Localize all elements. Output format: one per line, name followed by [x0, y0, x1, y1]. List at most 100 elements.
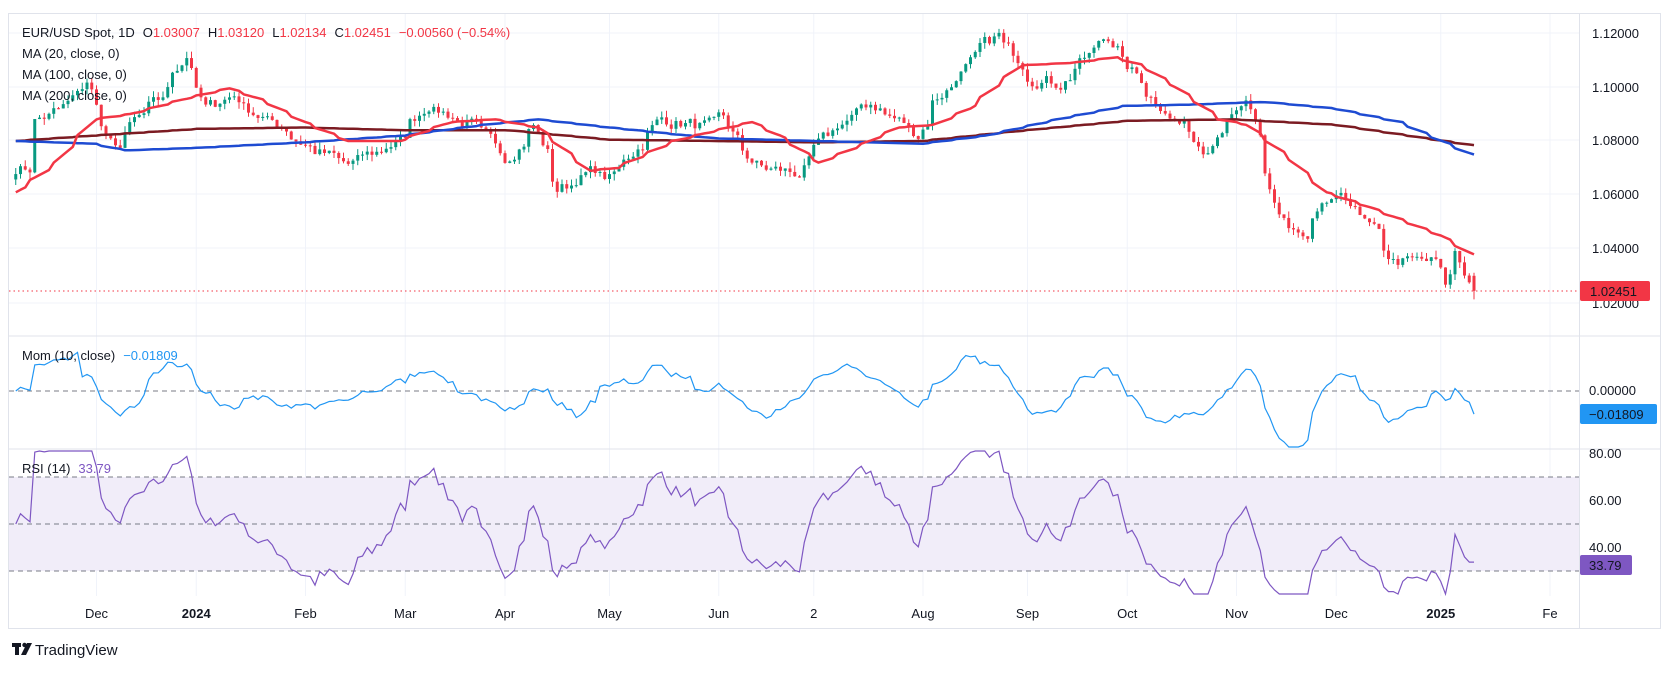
- mom-value-tag: [1580, 404, 1657, 424]
- candle-body: [897, 117, 901, 119]
- candle-body: [1425, 258, 1428, 261]
- candle-body: [1206, 153, 1210, 155]
- time-tick: Sep: [1016, 606, 1039, 621]
- candle-body: [655, 119, 659, 126]
- candle-body: [38, 117, 41, 120]
- candle-body: [1125, 56, 1129, 70]
- candle-body: [1467, 275, 1471, 283]
- candle-body: [251, 112, 255, 116]
- candle-body: [90, 82, 94, 90]
- candle-body: [1201, 146, 1205, 155]
- time-axis[interactable]: Dec 2024 Feb Mar Apr May Jun 2 Aug Sep Oct Nov Dec 20…: [85, 600, 1660, 628]
- candle-body: [408, 119, 412, 138]
- candle-body: [432, 106, 436, 112]
- candle-body: [1429, 257, 1433, 261]
- candle-body: [1472, 275, 1476, 291]
- legend-ma100[interactable]: MA (100, close, 0): [22, 67, 127, 82]
- candle-body: [969, 57, 972, 65]
- candle-body: [864, 104, 868, 108]
- mom-tick: 0.00000: [1589, 383, 1636, 398]
- candle-body: [1116, 46, 1120, 48]
- candle-body: [460, 120, 464, 127]
- time-tick: 2025: [1426, 606, 1455, 621]
- legend-ma200[interactable]: MA (200, close, 0): [22, 88, 127, 103]
- candle-body: [1372, 222, 1376, 224]
- candle-body: [361, 154, 364, 156]
- candle-body: [546, 145, 550, 150]
- candle-body: [1220, 133, 1224, 138]
- candle-body: [346, 161, 350, 164]
- candle-body: [1410, 256, 1414, 258]
- candle-body: [1078, 58, 1082, 69]
- candle-body: [741, 135, 744, 151]
- candle-body: [99, 104, 103, 127]
- time-tick: Apr: [495, 606, 516, 621]
- candle-body: [745, 150, 749, 159]
- candle-body: [1154, 97, 1158, 105]
- candle-body: [1463, 262, 1466, 276]
- legend-mom[interactable]: Mom (10, close) −0.01809: [22, 348, 178, 363]
- candle-body: [1287, 217, 1291, 229]
- candle-body: [494, 133, 497, 144]
- legend-ma20[interactable]: MA (20, close, 0): [22, 46, 120, 61]
- candle-body: [446, 111, 450, 118]
- candle-body: [513, 159, 516, 162]
- candle-body: [1382, 228, 1386, 251]
- candle-body: [674, 120, 678, 129]
- candle-body: [684, 123, 687, 127]
- candle-body: [389, 147, 393, 149]
- candle-body: [945, 90, 949, 98]
- candle-body: [1054, 83, 1058, 88]
- candle-body: [384, 148, 388, 153]
- candle-body: [1149, 96, 1153, 98]
- candle-body: [707, 117, 711, 121]
- candle-body: [527, 129, 531, 147]
- candle-body: [1049, 76, 1053, 84]
- rsi-value-tag: [1580, 555, 1632, 575]
- candle-body: [1249, 100, 1253, 110]
- price-axis[interactable]: 1.12000 1.10000 1.08000 1.06000 1.04000 …: [1580, 26, 1657, 575]
- candle-body: [33, 119, 37, 173]
- candle-body: [484, 127, 488, 130]
- candle-body: [185, 58, 189, 66]
- candle-body: [332, 150, 336, 153]
- candle-body: [1216, 137, 1219, 147]
- candle-body: [1273, 189, 1276, 203]
- legend-rsi[interactable]: RSI (14) 33.79: [22, 461, 111, 476]
- candle-body: [717, 112, 721, 117]
- time-tick: Mar: [394, 606, 417, 621]
- candle-body: [826, 132, 830, 136]
- candle-body: [1448, 274, 1452, 285]
- tradingview-logo[interactable]: TradingView: [12, 642, 118, 659]
- candle-body: [498, 143, 502, 154]
- candle-body: [698, 122, 702, 129]
- candle-body: [912, 126, 915, 137]
- candle-body: [517, 149, 521, 160]
- candle-body: [660, 117, 664, 120]
- candle-body: [114, 138, 117, 146]
- candle-body: [508, 161, 512, 163]
- candle-body: [14, 174, 18, 180]
- candle-body: [802, 165, 806, 178]
- time-tick: Oct: [1117, 606, 1138, 621]
- candle-body: [76, 90, 79, 96]
- rsi-value-label: 33.79: [1589, 558, 1622, 573]
- candle-body: [247, 103, 250, 113]
- candle-body: [641, 149, 645, 151]
- candle-body: [541, 131, 545, 146]
- candle-body: [931, 100, 934, 126]
- candle-body: [779, 166, 782, 171]
- candle-body: [342, 158, 345, 162]
- candle-body: [978, 42, 982, 52]
- candle-body: [1458, 251, 1462, 263]
- candle-body: [883, 108, 887, 115]
- candle-body: [807, 156, 811, 166]
- time-tick: Jun: [708, 606, 729, 621]
- candle-body: [137, 114, 141, 118]
- candle-body: [356, 155, 360, 161]
- candle-body: [370, 151, 374, 155]
- candle-body: [726, 115, 730, 128]
- candle-body: [323, 149, 326, 153]
- mom-line: [15, 351, 1475, 448]
